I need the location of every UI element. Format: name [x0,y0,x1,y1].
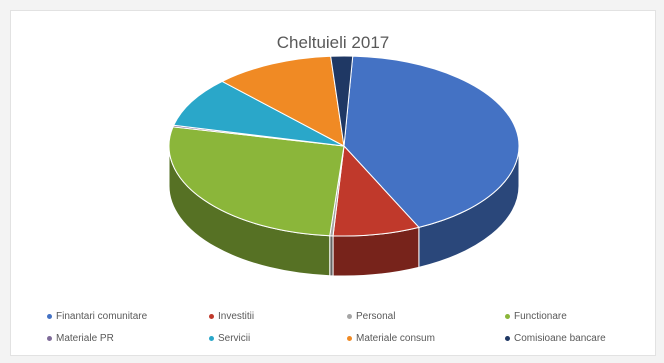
legend-label: Servicii [218,333,251,344]
legend-swatch [47,336,52,341]
legend-swatch [347,314,352,319]
legend-label: Materiale PR [56,333,114,344]
pie-chart [168,55,520,277]
legend-label: Comisioane bancare [514,333,606,344]
legend-swatch [209,314,214,319]
pie-slice [221,55,345,147]
legend-label: Functionare [514,311,567,322]
legend-item: Personal [347,311,395,322]
pie-slice [343,55,520,228]
legend-swatch [347,336,352,341]
chart-legend: Finantari comunitare Investitii Personal Fu… [47,311,647,355]
legend-label: Finantari comunitare [56,311,148,322]
legend-item: Investitii [209,311,254,322]
legend-item: Materiale PR [47,333,114,344]
legend-item: Servicii [209,333,250,344]
chart-area: Cheltuieli 2017 Finantari comunitare Inve… [10,10,656,356]
legend-label: Materiale consum [356,333,435,344]
legend-item: Functionare [505,311,567,322]
legend-swatch [47,314,52,319]
legend-swatch [209,336,214,341]
chart-title: Cheltuieli 2017 [276,33,390,52]
legend-swatch [505,314,510,319]
pie-slice [332,144,420,237]
legend-label: Personal [356,311,396,322]
legend-item: Comisioane bancare [505,333,606,344]
pie-slice [172,80,345,147]
pie-slice [330,55,354,147]
legend-item: Materiale consum [347,333,435,344]
legend-item: Finantari comunitare [47,311,147,322]
pie-slice [168,126,345,237]
legend-label: Investitii [218,311,255,322]
legend-swatch [505,336,510,341]
